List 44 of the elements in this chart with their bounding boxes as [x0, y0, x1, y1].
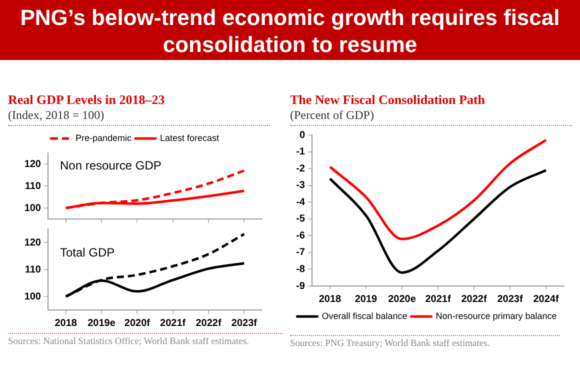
legend-label: Latest forecast: [160, 132, 220, 143]
x-tick-label: 2021f: [160, 318, 186, 329]
x-tick-label: 2021f: [425, 294, 452, 305]
legend-label: Overall fiscal balance: [322, 310, 408, 321]
chart-title: Real GDP Levels in 2018–23: [8, 92, 166, 108]
y-tick-label: -5: [296, 214, 306, 225]
y-tick-label: -1: [296, 146, 306, 158]
y-tick-label: -8: [296, 264, 306, 275]
y-tick-label: 100: [24, 202, 42, 214]
y-tick-label: -7: [296, 247, 306, 258]
source-note: Sources: National Statistics Office; World Bank staff estimates.: [8, 333, 283, 347]
line-series: [328, 168, 548, 274]
x-tick-label: 2024f: [533, 294, 560, 305]
x-tick-label: 2022f: [196, 318, 222, 329]
y-tick-label: 120: [24, 237, 42, 248]
y-tick-label: 110: [24, 180, 42, 192]
y-tick-label: -3: [296, 180, 306, 192]
x-tick-label: 2022f: [461, 294, 488, 305]
annotation: Non resource GDP: [60, 158, 162, 172]
y-tick-label: -4: [296, 196, 306, 208]
legend-label: Non-resource primary balance: [436, 310, 557, 321]
x-tick-label: 2019e: [88, 318, 116, 329]
line-series: [328, 138, 548, 240]
annotation: Total GDP: [60, 245, 115, 260]
chart-title: The New Fiscal Consolidation Path: [290, 92, 486, 108]
x-tick-label: 2018: [54, 318, 78, 329]
x-tick-label: 2019: [354, 294, 378, 305]
y-tick-label: -6: [296, 230, 306, 242]
legend-label: Pre-pandemic: [75, 132, 132, 143]
x-tick-label: 2023f: [231, 318, 258, 329]
x-tick-label: 2020f: [124, 318, 151, 329]
y-tick-label: 120: [24, 158, 42, 170]
y-tick-label: 0: [299, 130, 306, 141]
source-note: Sources: PNG Treasury; World Bank staff estimates.: [290, 335, 560, 349]
chart-subtitle: (Percent of GDP): [290, 108, 572, 126]
chart-subtitle: (Index, 2018 = 100): [8, 108, 270, 126]
text: PNG’s below-trend economic growth requires fiscal consolidation to resume: [0, 0, 580, 60]
y-tick-label: -9: [296, 280, 306, 292]
y-tick-label: 110: [24, 264, 42, 276]
y-tick-label: -2: [296, 163, 306, 174]
x-tick-label: 2018: [318, 294, 342, 305]
x-tick-label: 2023f: [497, 294, 524, 305]
y-tick-label: 100: [24, 291, 42, 302]
x-tick-label: 2020e: [388, 294, 416, 305]
